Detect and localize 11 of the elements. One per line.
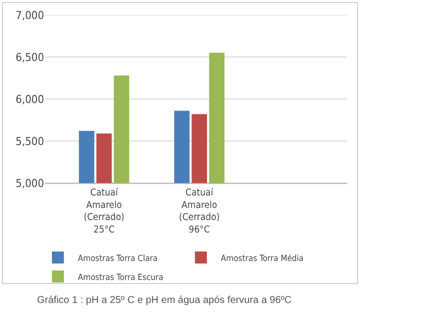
y-tick-label: 6,000 [16, 92, 44, 106]
y-tick-label: 7,000 [16, 8, 44, 22]
legend-label: Amostras Torra Escura [78, 272, 164, 283]
x-tick-label: Catuaí Amarelo (Cerrado) 96°C [179, 187, 220, 236]
legend-label: Amostras Torra Clara [78, 254, 158, 264]
y-tick-label: 5,000 [16, 176, 44, 190]
text: Gráfico 1 : pH a 25º C e pH em água após fervura a 96ºC [37, 295, 292, 306]
y-tick-label: 5,500 [16, 134, 44, 148]
x-tick-label: Catuaí Amarelo (Cerrado) 25°C [84, 187, 124, 236]
legend-label: Amostras Torra Média [220, 254, 304, 264]
y-tick-label: 6,500 [16, 50, 44, 64]
